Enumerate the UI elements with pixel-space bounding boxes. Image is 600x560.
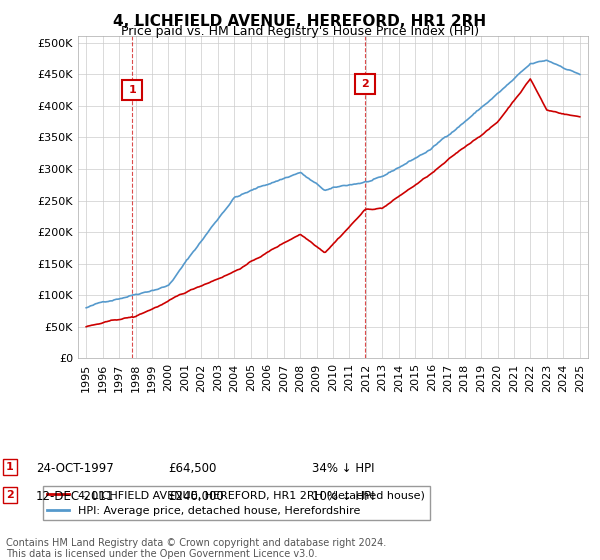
Text: 10% ↓ HPI: 10% ↓ HPI: [312, 490, 374, 503]
Text: 2: 2: [6, 490, 14, 500]
Text: 1: 1: [6, 462, 14, 472]
Text: Contains HM Land Registry data © Crown copyright and database right 2024.
This d: Contains HM Land Registry data © Crown c…: [6, 538, 386, 559]
Text: 24-OCT-1997: 24-OCT-1997: [36, 462, 114, 475]
Text: 1: 1: [128, 85, 136, 95]
Legend: 4, LICHFIELD AVENUE, HEREFORD, HR1 2RH (detached house), HPI: Average price, det: 4, LICHFIELD AVENUE, HEREFORD, HR1 2RH (…: [43, 486, 430, 520]
Text: 34% ↓ HPI: 34% ↓ HPI: [312, 462, 374, 475]
Text: 12-DEC-2011: 12-DEC-2011: [36, 490, 115, 503]
Text: 2: 2: [361, 79, 369, 88]
Text: £240,000: £240,000: [168, 490, 224, 503]
Text: 4, LICHFIELD AVENUE, HEREFORD, HR1 2RH: 4, LICHFIELD AVENUE, HEREFORD, HR1 2RH: [113, 14, 487, 29]
Text: Price paid vs. HM Land Registry's House Price Index (HPI): Price paid vs. HM Land Registry's House …: [121, 25, 479, 38]
Text: £64,500: £64,500: [168, 462, 217, 475]
